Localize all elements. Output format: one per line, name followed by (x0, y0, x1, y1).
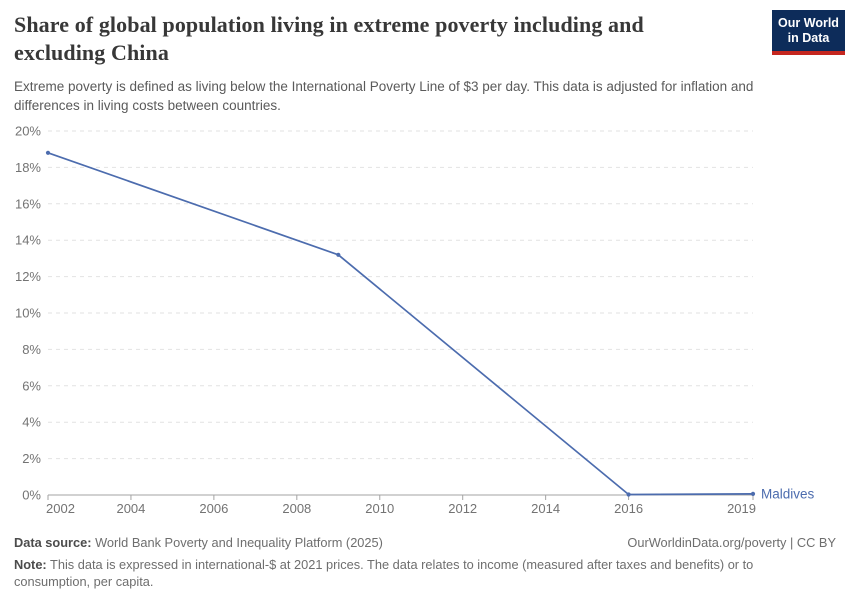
data-source: Data source: World Bank Poverty and Ineq… (14, 534, 383, 551)
y-tick-label: 20% (15, 124, 41, 139)
x-tick-label: 2008 (282, 501, 311, 516)
data-point (750, 491, 756, 496)
attribution: OurWorldinData.org/poverty | CC BY (627, 535, 836, 550)
data-point (336, 252, 341, 257)
y-tick-label: 18% (15, 160, 41, 175)
x-tick-label: 2006 (199, 501, 228, 516)
data-point (45, 150, 51, 155)
chart-title: Share of global population living in ext… (14, 12, 644, 65)
x-tick-label: 2012 (448, 501, 477, 516)
x-tick-label: 2016 (614, 501, 643, 516)
x-tick-label: 2014 (531, 501, 560, 516)
note-label: Note: (14, 557, 47, 572)
owid-logo-text-line1: Our World (778, 16, 839, 30)
data-point (626, 492, 631, 497)
y-tick-label: 2% (22, 451, 41, 466)
chart-subtitle: Extreme poverty is defined as living bel… (14, 79, 754, 113)
series-label-maldives: Maldives (761, 486, 815, 501)
x-tick-label: 2002 (46, 501, 75, 516)
chart-note: Note: This data is expressed in internat… (14, 556, 762, 590)
note-value: This data is expressed in international-… (14, 557, 754, 589)
line-chart: 0% 2% 4% 6% 8% 10% 12% 14% 16% 18% 20% 2002 2004 2006… (15, 124, 815, 517)
y-tick-label: 14% (15, 233, 41, 248)
x-tick-label: 2004 (116, 501, 145, 516)
data-line-maldives (47, 151, 754, 496)
data-source-value: World Bank Poverty and Inequality Platfo… (91, 535, 383, 550)
owid-logo-red-bar (772, 51, 845, 55)
y-tick-label: 16% (15, 196, 41, 211)
chart-footer: Data source: World Bank Poverty and Ineq… (14, 534, 836, 590)
x-tick-label: 2019 (727, 501, 756, 516)
y-tick-label: 10% (15, 306, 41, 321)
owid-logo-box: Our World in Data (772, 10, 845, 51)
y-tick-label: 12% (15, 269, 41, 284)
y-tick-label: 4% (22, 415, 41, 430)
data-source-label: Data source: (14, 535, 92, 550)
y-tick-label: 6% (22, 378, 41, 393)
y-tick-label: 0% (22, 488, 41, 503)
owid-logo-text-line2: in Data (787, 31, 830, 45)
owid-logo: Our World in Data (772, 10, 845, 55)
y-tick-label: 8% (22, 342, 41, 357)
x-tick-label: 2010 (365, 501, 394, 516)
